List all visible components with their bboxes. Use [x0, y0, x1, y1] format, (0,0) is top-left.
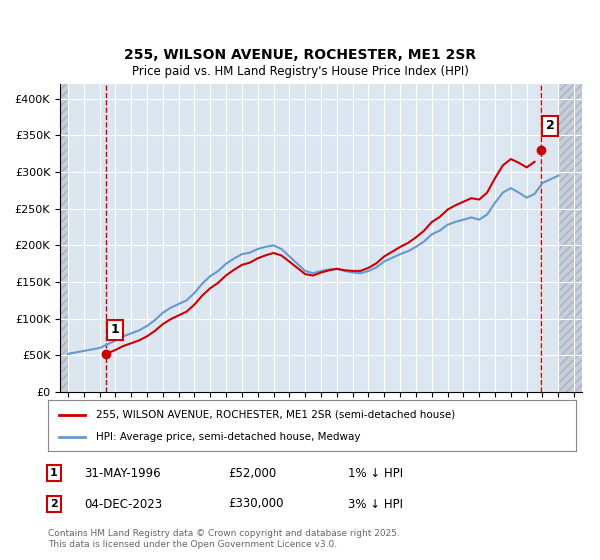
Bar: [60, 84, 68, 392]
Text: 255, WILSON AVENUE, ROCHESTER, ME1 2SR (semi-detached house): 255, WILSON AVENUE, ROCHESTER, ME1 2SR (…: [95, 409, 455, 419]
Text: 3% ↓ HPI: 3% ↓ HPI: [348, 497, 403, 511]
Text: £52,000: £52,000: [228, 466, 276, 480]
Text: 2: 2: [546, 119, 554, 133]
Text: 1% ↓ HPI: 1% ↓ HPI: [348, 466, 403, 480]
Text: 255, WILSON AVENUE, ROCHESTER, ME1 2SR: 255, WILSON AVENUE, ROCHESTER, ME1 2SR: [124, 48, 476, 62]
Text: 31-MAY-1996: 31-MAY-1996: [84, 466, 161, 480]
Text: 2: 2: [50, 499, 58, 509]
Text: Price paid vs. HM Land Registry's House Price Index (HPI): Price paid vs. HM Land Registry's House …: [131, 66, 469, 78]
Text: £330,000: £330,000: [228, 497, 284, 511]
Text: HPI: Average price, semi-detached house, Medway: HPI: Average price, semi-detached house,…: [95, 432, 360, 442]
Text: 1: 1: [50, 468, 58, 478]
Text: 1: 1: [111, 323, 119, 337]
Text: Contains HM Land Registry data © Crown copyright and database right 2025.
This d: Contains HM Land Registry data © Crown c…: [48, 529, 400, 549]
Bar: [558, 84, 582, 392]
Text: 04-DEC-2023: 04-DEC-2023: [84, 497, 162, 511]
